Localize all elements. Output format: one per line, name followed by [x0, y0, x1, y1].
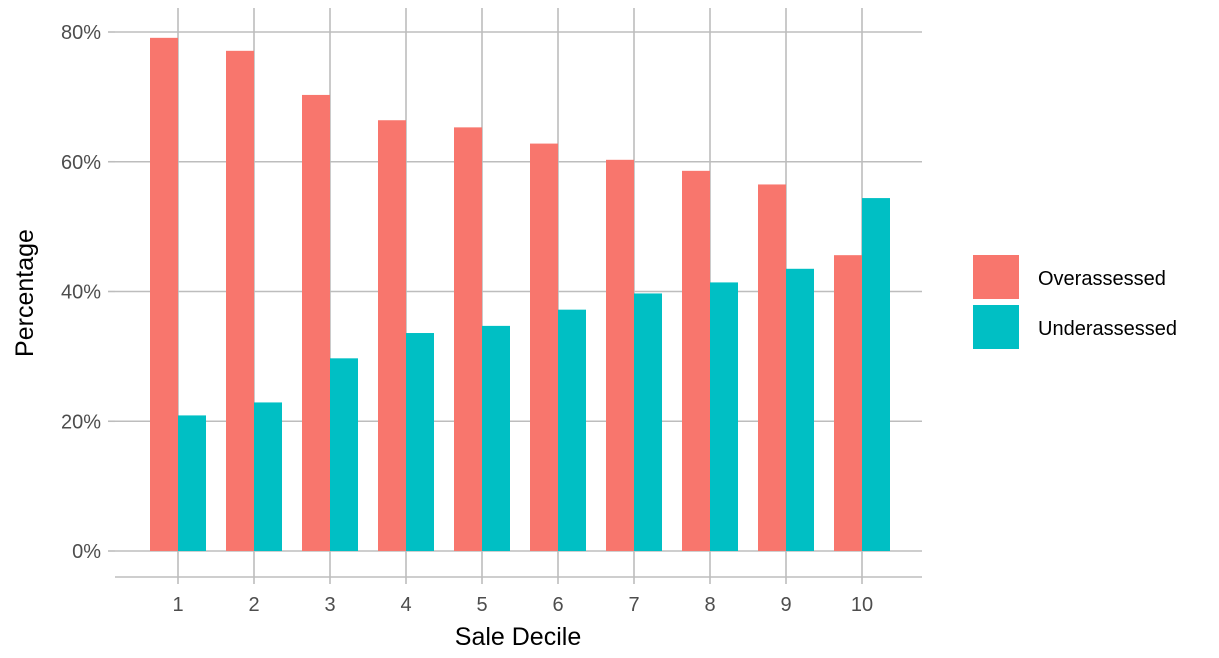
legend-label-underassessed: Underassessed	[1038, 318, 1177, 340]
bar-underassessed-5	[482, 325, 510, 551]
legend: Overassessed Underassessed	[973, 255, 1177, 349]
bar-overassessed-8	[682, 170, 710, 551]
x-tick-label: 10	[851, 594, 873, 616]
x-tick-label: 3	[324, 594, 335, 616]
x-tick-label: 9	[780, 594, 791, 616]
x-tick-label: 2	[248, 594, 259, 616]
bar-underassessed-9	[786, 268, 814, 551]
bar-overassessed-6	[530, 143, 558, 551]
axes-layer: 0% 20% 40% 60% 80% 1 2 3 4 5 6 7 8 9 10	[61, 22, 922, 616]
x-tick-label: 6	[552, 594, 563, 616]
bar-overassessed-10	[834, 255, 862, 552]
bar-overassessed-5	[454, 127, 482, 552]
bar-underassessed-8	[710, 282, 738, 551]
x-tick-label: 7	[628, 594, 639, 616]
bars-layer	[150, 37, 890, 552]
y-axis-title: Percentage	[11, 229, 39, 357]
x-tick-label: 5	[476, 594, 487, 616]
bar-overassessed-3	[302, 94, 330, 552]
bar-overassessed-7	[606, 159, 634, 551]
x-tick-label: 1	[172, 594, 183, 616]
bar-overassessed-4	[378, 120, 406, 551]
bar-underassessed-2	[254, 402, 282, 551]
bar-overassessed-1	[150, 37, 178, 552]
x-tick-label: 4	[400, 594, 411, 616]
bar-underassessed-6	[558, 309, 586, 551]
bar-underassessed-3	[330, 358, 358, 551]
bar-underassessed-4	[406, 333, 434, 551]
legend-label-overassessed: Overassessed	[1038, 268, 1166, 290]
bar-underassessed-1	[178, 415, 206, 551]
y-tick-label: 40%	[61, 282, 101, 304]
y-tick-label: 0%	[72, 541, 101, 563]
y-tick-label: 60%	[61, 152, 101, 174]
x-tick-label: 8	[704, 594, 715, 616]
bar-underassessed-7	[634, 293, 662, 551]
legend-swatch-overassessed	[973, 255, 1019, 299]
y-tick-label: 80%	[61, 22, 101, 44]
legend-swatch-underassessed	[973, 305, 1019, 349]
bar-overassessed-2	[226, 50, 254, 551]
y-tick-label: 20%	[61, 411, 101, 433]
bar-underassessed-10	[862, 198, 890, 551]
x-axis-title: Sale Decile	[455, 623, 581, 651]
bar-overassessed-9	[758, 184, 786, 552]
